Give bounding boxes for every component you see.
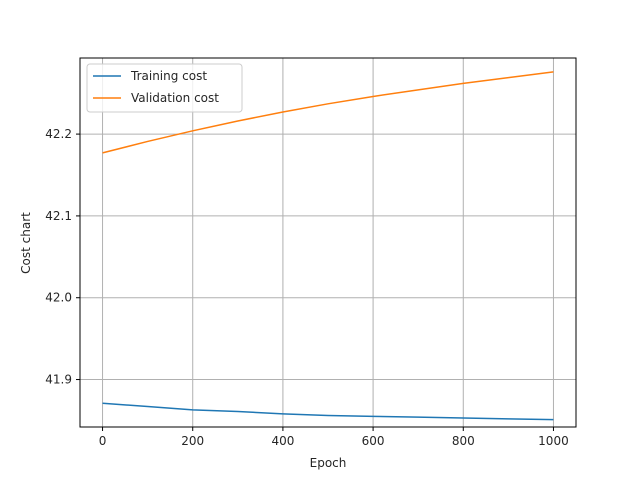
y-tick-label: 42.1	[45, 209, 72, 223]
series-line-validation-cost	[102, 71, 554, 154]
x-tick-label: 600	[362, 434, 385, 448]
legend-label-validation-cost: Validation cost	[131, 91, 219, 105]
x-axis-label: Epoch	[310, 456, 347, 470]
axes-frame	[79, 57, 577, 428]
y-tick-label: 41.9	[45, 373, 72, 387]
x-tick-label: 800	[452, 434, 475, 448]
series-lines	[102, 71, 554, 421]
legend: Training cost Validation cost	[86, 63, 243, 113]
x-tick-label: 0	[99, 434, 107, 448]
series-line-training-cost	[102, 402, 554, 421]
x-tick-label: 1000	[538, 434, 569, 448]
legend-box	[86, 63, 243, 113]
y-tick-label: 42.0	[45, 291, 72, 305]
x-tick-label: 400	[271, 434, 294, 448]
grid-lines	[80, 58, 576, 427]
legend-label-training-cost: Training cost	[130, 69, 207, 83]
y-tick-label: 42.2	[45, 127, 72, 141]
x-tick-label: 200	[181, 434, 204, 448]
y-axis-label: Cost chart	[19, 212, 33, 274]
axis-ticks: 0 200 400 600 800 1000 41.9 42.0 42.1 42.2	[45, 127, 568, 448]
